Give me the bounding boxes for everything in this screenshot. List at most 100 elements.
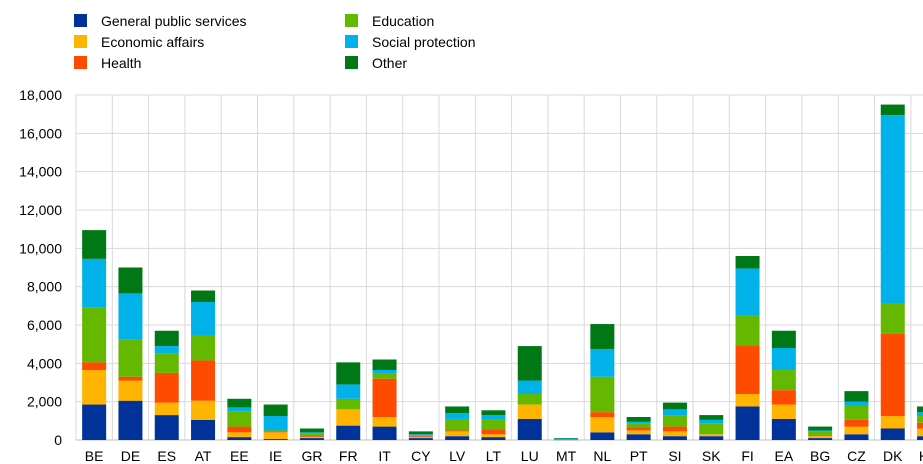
x-tick-label: CZ (847, 448, 866, 464)
legend-swatch-education (345, 14, 358, 27)
bar-at-economic-affairs (191, 400, 216, 420)
x-tick-label: MT (556, 448, 577, 464)
bar-nl-health (590, 412, 615, 417)
bar-ie-economic-affairs (263, 432, 288, 440)
bar-ie-health (263, 431, 288, 433)
x-tick-label: PT (630, 448, 648, 464)
bar-sk-economic-affairs (699, 434, 724, 437)
bar-si-health (662, 426, 687, 432)
bar-dk-social-protection (880, 115, 905, 304)
x-tick-label: IT (378, 448, 391, 464)
legend-swatch-general-public-services (74, 14, 87, 27)
x-axis-tick-labels: BE DE ES AT EE IE GR FR IT CY LV LT LU MT NL PT SI SK FI EA… (85, 448, 923, 464)
bar-at-social-protection (191, 302, 216, 336)
bar-fr-social-protection (336, 384, 361, 399)
legend-swatch-other (345, 56, 358, 69)
bar-pt-health (626, 427, 651, 431)
bar-mt-social-protection (554, 438, 579, 439)
bar-gr-economic-affairs (299, 437, 324, 439)
bar-fr-other (336, 362, 361, 385)
bar-gr-social-protection (299, 432, 324, 434)
bar-lt-economic-affairs (481, 434, 506, 438)
bar-pt-education (626, 423, 651, 428)
bar-it-economic-affairs (372, 417, 397, 427)
bar-lv-health (445, 430, 470, 432)
bar-mt-economic-affairs (554, 439, 579, 440)
bar-at-health (191, 360, 216, 401)
bar-ea-economic-affairs (771, 404, 796, 419)
bar-ie-education (263, 430, 288, 432)
bar-sk-other (699, 415, 724, 420)
bar-cz-general-public-services (844, 434, 869, 440)
bar-de-economic-affairs (118, 380, 143, 401)
bar-si-general-public-services (662, 436, 687, 440)
bar-at-general-public-services (191, 419, 216, 440)
bar-hr-health (917, 422, 923, 429)
legend: General public services Economic affairs H… (74, 13, 476, 71)
bar-sk-education (699, 423, 724, 435)
legend-label-economic-affairs: Economic affairs (101, 34, 204, 50)
bar-lt-education (481, 419, 506, 430)
bar-lu-general-public-services (517, 418, 542, 440)
bar-fr-education (336, 398, 361, 410)
bar-ea-education (771, 370, 796, 391)
bar-fi-education (735, 315, 760, 346)
bar-fi-social-protection (735, 268, 760, 316)
bar-it-other (372, 359, 397, 371)
bar-de-other (118, 267, 143, 294)
y-tick-label: 16,000 (19, 125, 62, 141)
bar-ea-general-public-services (771, 418, 796, 440)
bar-it-education (372, 373, 397, 379)
bar-si-education (662, 415, 687, 427)
bar-be-education (82, 307, 107, 363)
bar-gr-education (299, 433, 324, 437)
bar-at-other (191, 290, 216, 302)
bar-lu-social-protection (517, 380, 542, 394)
bar-ee-economic-affairs (227, 432, 252, 438)
x-tick-label: ES (157, 448, 176, 464)
x-tick-label: DE (121, 448, 140, 464)
bar-de-general-public-services (118, 400, 143, 440)
y-tick-label: 6,000 (27, 317, 62, 333)
x-tick-label: GR (301, 448, 322, 464)
bar-dk-health (880, 333, 905, 417)
x-tick-label: LV (449, 448, 466, 464)
bar-fr-general-public-services (336, 425, 361, 440)
bar-fi-other (735, 256, 760, 269)
bar-es-other (154, 330, 179, 347)
bar-cy-social-protection (408, 434, 433, 436)
legend-label-health: Health (101, 55, 141, 71)
x-tick-label: FI (741, 448, 753, 464)
bar-es-health (154, 372, 179, 403)
bar-bg-general-public-services (808, 438, 833, 440)
bar-ee-social-protection (227, 407, 252, 412)
bar-ee-other (227, 398, 252, 408)
bar-es-social-protection (154, 346, 179, 354)
y-tick-label: 10,000 (19, 240, 62, 256)
bar-hr-social-protection (917, 412, 923, 417)
bar-mt-health (554, 438, 579, 440)
bar-cy-general-public-services (408, 438, 433, 440)
bar-pt-economic-affairs (626, 430, 651, 435)
bar-lv-general-public-services (445, 436, 470, 440)
y-tick-label: 12,000 (19, 202, 62, 218)
bar-pt-social-protection (626, 421, 651, 424)
bar-lt-health (481, 429, 506, 435)
bar-sk-general-public-services (699, 436, 724, 440)
bar-dk-education (880, 303, 905, 334)
y-axis-tick-labels: 0 2,000 4,000 6,000 8,000 10,000 12,000 14,000 1… (19, 87, 62, 448)
bar-dk-general-public-services (880, 428, 905, 440)
bar-es-economic-affairs (154, 402, 179, 416)
bar-fr-economic-affairs (336, 409, 361, 426)
bar-cz-social-protection (844, 401, 869, 406)
bar-cz-economic-affairs (844, 426, 869, 435)
bar-si-social-protection (662, 409, 687, 416)
x-tick-label: LU (521, 448, 539, 464)
bar-pt-other (626, 417, 651, 422)
x-tick-label: NL (593, 448, 611, 464)
legend-label-education: Education (372, 13, 434, 29)
bar-be-social-protection (82, 258, 107, 308)
bar-lt-other (481, 410, 506, 416)
bar-hr-education (917, 416, 923, 423)
